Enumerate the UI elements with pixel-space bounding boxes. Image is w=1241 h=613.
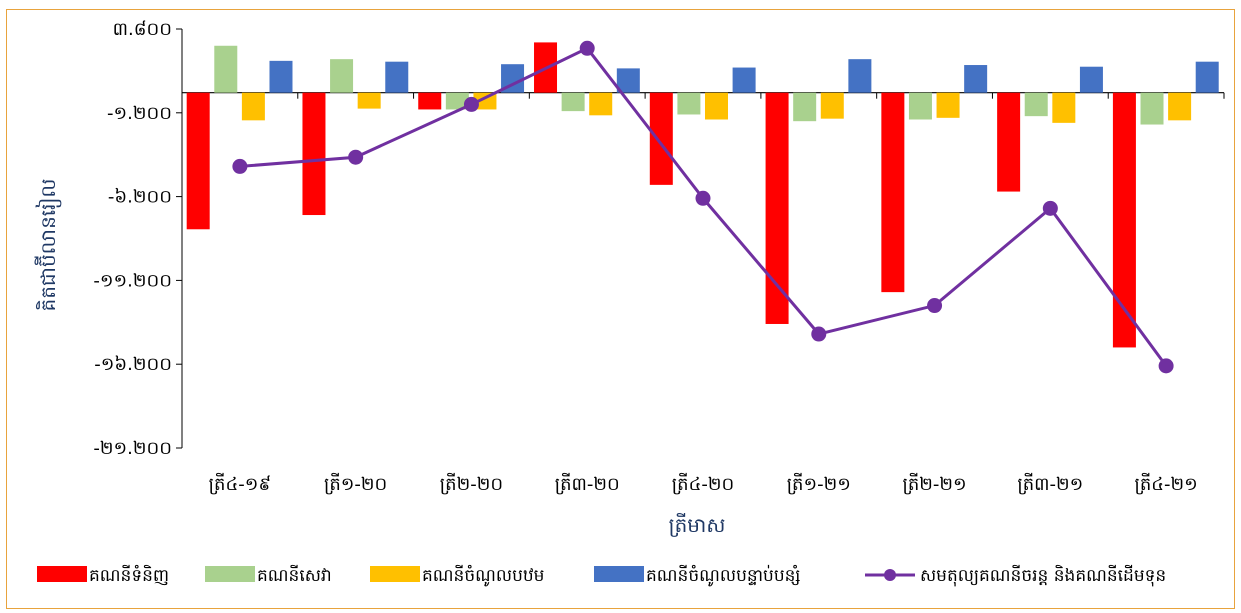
bar	[997, 92, 1021, 192]
bar	[1024, 92, 1048, 117]
line-point	[695, 190, 711, 206]
line-point	[463, 96, 479, 112]
bar	[589, 92, 613, 116]
bar	[241, 92, 265, 121]
bar	[302, 92, 326, 216]
chart-frame: ៣.៨០០ -១.២០០ -៦.២០០ -១១.២០០ -១៦.២០០ -២១.២០០ ត…	[6, 9, 1235, 609]
bar	[881, 92, 905, 293]
plot-background	[182, 29, 1224, 448]
bar	[908, 92, 932, 120]
legend-swatch	[37, 566, 87, 582]
bar	[561, 92, 585, 112]
bar	[357, 92, 381, 109]
x-tick-label: ត្រី១-២១	[787, 472, 851, 495]
legend-label: គណនីសេវា	[257, 564, 332, 586]
plot-area	[182, 29, 1224, 448]
bar	[1168, 92, 1192, 121]
legend-label: គណនីទំនិញ	[89, 564, 169, 586]
x-tick-label: ត្រី១-២០	[324, 472, 387, 495]
legend-label: គណនីចំណូលបន្ទាប់បន្សំ	[646, 564, 800, 587]
bar	[501, 64, 525, 93]
bar	[936, 92, 960, 118]
bar	[186, 92, 210, 230]
bar	[418, 92, 442, 110]
bar	[820, 92, 844, 119]
line-point	[1042, 200, 1058, 216]
bar	[1052, 92, 1076, 123]
bar	[269, 60, 293, 93]
y-tick-label: -១៦.២០០	[94, 354, 172, 375]
chart-svg: ៣.៨០០ -១.២០០ -៦.២០០ -១១.២០០ -១៦.២០០ -២១.២០០ ត…	[34, 19, 1225, 587]
y-tick-label: -១.២០០	[107, 103, 172, 124]
cropped-title-strip	[0, 0, 1241, 8]
bar	[214, 45, 238, 93]
bar	[473, 92, 497, 110]
bars	[186, 42, 1219, 348]
legend-label: សមតុល្យគណនីចរន្ត និងគណនីដើមទុន	[920, 564, 1166, 587]
y-axis: ៣.៨០០ -១.២០០ -៦.២០០ -១១.២០០ -១៦.២០០ -២១.២០០	[93, 19, 183, 459]
bar	[1079, 66, 1103, 93]
bar	[649, 92, 673, 185]
bar	[616, 68, 640, 93]
bar	[705, 92, 728, 120]
bar	[732, 67, 756, 93]
y-axis-title: គិតជាប៊ីលានរៀល	[34, 179, 62, 312]
legend-swatch	[370, 566, 420, 582]
bar	[385, 61, 409, 93]
x-tick-label: ត្រី៣-២០	[555, 472, 620, 495]
bar	[765, 92, 789, 324]
line-point	[811, 326, 827, 342]
y-tick-label: -២១.២០០	[93, 438, 172, 459]
bar	[330, 59, 354, 93]
legend-swatch	[205, 566, 255, 582]
line-point	[1158, 358, 1174, 374]
bar	[793, 92, 817, 122]
legend: គណនីទំនិញ គណនីសេវា គណនីចំណូលបឋម គណនីចំណូលបន…	[37, 564, 1166, 587]
x-tick-label: ត្រី៣-២១	[1017, 472, 1083, 495]
bar	[964, 65, 988, 93]
bar	[445, 92, 469, 110]
legend-swatch	[594, 566, 644, 582]
x-tick-label: ត្រី៤-១៩	[209, 472, 271, 495]
x-tick-label: ត្រី២-២១	[902, 472, 966, 495]
x-tick-label: ត្រី២-២០	[440, 472, 503, 495]
x-axis-title: ត្រីមាស	[669, 512, 726, 537]
y-tick-label: ៣.៨០០	[113, 19, 172, 40]
x-tick-label: ត្រី៤-២១	[1134, 472, 1197, 495]
bar	[1140, 92, 1164, 125]
bar	[677, 92, 701, 115]
line-point	[348, 149, 364, 165]
line-point	[579, 40, 595, 56]
line-point	[927, 298, 943, 314]
bar	[848, 59, 872, 93]
line-point	[232, 158, 248, 174]
legend-label: គណនីចំណូលបឋម	[422, 564, 544, 587]
x-tick-label: ត្រី៤-២០	[672, 472, 734, 495]
y-tick-label: -១១.២០០	[93, 270, 172, 291]
y-tick-label: -៦.២០០	[108, 187, 172, 208]
bar	[1112, 92, 1136, 348]
bar	[1195, 61, 1219, 93]
legend-marker	[884, 569, 896, 581]
balance-line	[232, 40, 1174, 374]
x-axis: ត្រី៤-១៩ ត្រី១-២០ ត្រី២-២០ ត្រី៣-២០ ត្រី៤-២០…	[181, 92, 1225, 495]
